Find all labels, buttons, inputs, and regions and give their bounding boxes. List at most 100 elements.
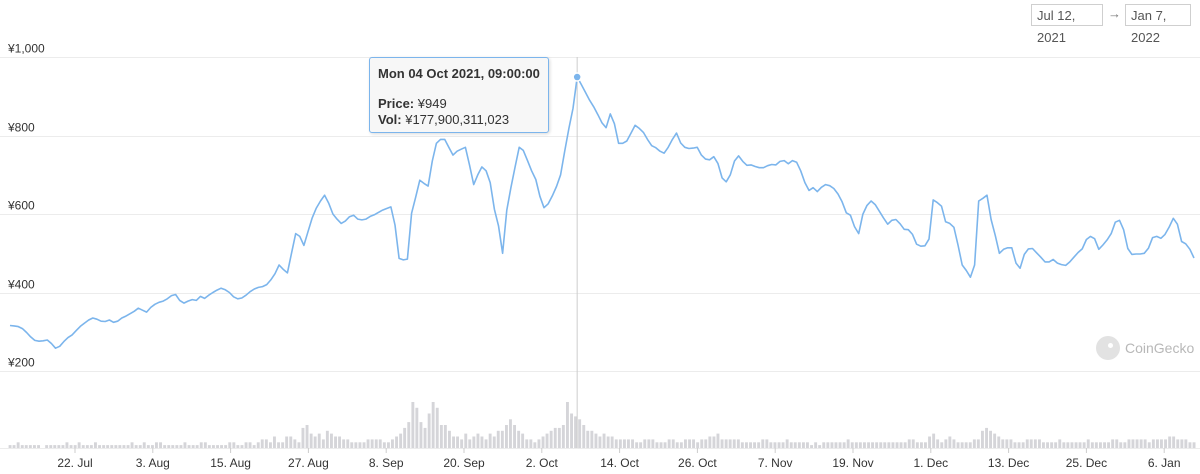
- volume-bar: [171, 445, 175, 448]
- volume-bar: [566, 402, 569, 448]
- volume-bar: [293, 439, 297, 448]
- volume-bar: [1123, 442, 1127, 449]
- volume-bar: [1103, 442, 1106, 449]
- volume-bar: [883, 442, 887, 449]
- tooltip-price-row: Price: ¥949: [378, 96, 447, 111]
- volume-bar: [810, 445, 813, 448]
- volume-bar: [1025, 439, 1029, 448]
- volume-bar: [106, 445, 110, 448]
- volume-bar: [387, 442, 390, 449]
- volume-bar: [846, 439, 850, 448]
- volume-bar: [358, 442, 362, 449]
- volume-bar: [167, 445, 171, 448]
- volume-bar: [594, 433, 598, 448]
- x-tick-label: 19. Nov: [832, 456, 873, 470]
- volume-bar: [627, 439, 630, 448]
- volume-bar: [1070, 442, 1074, 449]
- volume-bar: [509, 419, 512, 449]
- volume-bar: [195, 445, 199, 448]
- tooltip-title: Mon 04 Oct 2021, 09:00:00: [378, 66, 540, 81]
- y-tick-label: ¥600: [7, 199, 35, 213]
- volume-bar: [907, 439, 911, 448]
- volume-bar: [1094, 442, 1098, 449]
- volume-bar: [1009, 439, 1013, 448]
- volume-bar: [838, 442, 842, 449]
- volume-bar: [769, 442, 773, 449]
- volume-bar: [712, 436, 716, 448]
- volume-bar: [370, 439, 374, 448]
- volume-bar: [667, 439, 671, 448]
- volume-bar: [639, 442, 643, 449]
- volume-bar: [561, 425, 565, 448]
- volume-bar: [16, 442, 20, 449]
- volume-bar: [496, 430, 500, 449]
- volume-bar: [1151, 439, 1155, 448]
- volume-bar: [460, 439, 464, 448]
- volume-bar: [53, 445, 57, 448]
- volume-bar: [338, 436, 341, 448]
- y-tick-label: ¥1,000: [7, 42, 45, 56]
- volume-bar: [1143, 439, 1147, 448]
- volume-bar: [330, 433, 333, 448]
- volume-bar: [313, 436, 317, 448]
- volume-bar: [448, 430, 451, 449]
- volume-bar: [126, 445, 130, 448]
- volume-bar: [875, 442, 879, 449]
- volume-bar: [830, 442, 834, 449]
- x-tick-label: 7. Nov: [758, 456, 793, 470]
- volume-bar: [492, 436, 496, 448]
- volume-bar: [525, 439, 529, 448]
- volume-bar: [802, 442, 805, 449]
- volume-bar: [899, 442, 903, 449]
- volume-bar: [1013, 442, 1017, 449]
- volume-bar: [33, 445, 36, 448]
- volume-bar: [549, 430, 553, 449]
- volume-bar: [708, 436, 712, 448]
- volume-bar: [797, 442, 801, 449]
- volume-bar: [553, 427, 557, 448]
- date-range-start[interactable]: Jul 12, 2021: [1031, 4, 1103, 45]
- volume-bar: [216, 445, 219, 448]
- x-tick-label: 22. Jul: [57, 456, 92, 470]
- volume-bar: [122, 445, 126, 448]
- volume-bar: [260, 439, 264, 448]
- volume-bar: [65, 442, 69, 449]
- volume-bar: [1115, 439, 1119, 448]
- volume-bar: [793, 442, 797, 449]
- date-range-end[interactable]: Jan 7, 2022: [1125, 4, 1191, 45]
- volume-bar: [1176, 439, 1180, 448]
- volume-bar: [610, 436, 614, 448]
- volume-bar: [500, 430, 504, 449]
- volume-bar: [285, 436, 289, 448]
- volume-bar: [606, 436, 610, 448]
- y-tick-label: ¥400: [7, 278, 35, 292]
- volume-bar: [69, 445, 73, 448]
- volume-bar: [415, 407, 419, 449]
- volume-bar: [1164, 439, 1167, 448]
- coingecko-watermark: CoinGecko: [1096, 336, 1194, 360]
- volume-bar: [264, 439, 268, 448]
- volume-bar: [777, 442, 781, 449]
- volume-bar: [1029, 439, 1033, 448]
- volume-bar: [1082, 442, 1086, 449]
- volume-bar: [1172, 436, 1176, 448]
- volume-bar: [134, 445, 138, 448]
- volume-bar: [932, 433, 936, 448]
- volume-bar: [407, 422, 411, 448]
- x-tick-label: 6. Jan: [1148, 456, 1181, 470]
- volume-bar: [1131, 439, 1135, 448]
- volume-bar: [1135, 439, 1139, 448]
- volume-bar: [488, 433, 492, 448]
- volume-bar: [631, 439, 634, 448]
- volume-bar: [61, 445, 65, 448]
- volume-bar: [419, 422, 423, 448]
- volume-bar: [8, 445, 12, 448]
- volume-bar: [155, 442, 158, 449]
- volume-bar: [439, 425, 443, 448]
- volume-bar: [1188, 442, 1192, 449]
- volume-bar: [602, 433, 606, 448]
- volume-bar: [175, 445, 179, 448]
- volume-bar: [1074, 442, 1078, 449]
- volume-bar: [871, 442, 874, 449]
